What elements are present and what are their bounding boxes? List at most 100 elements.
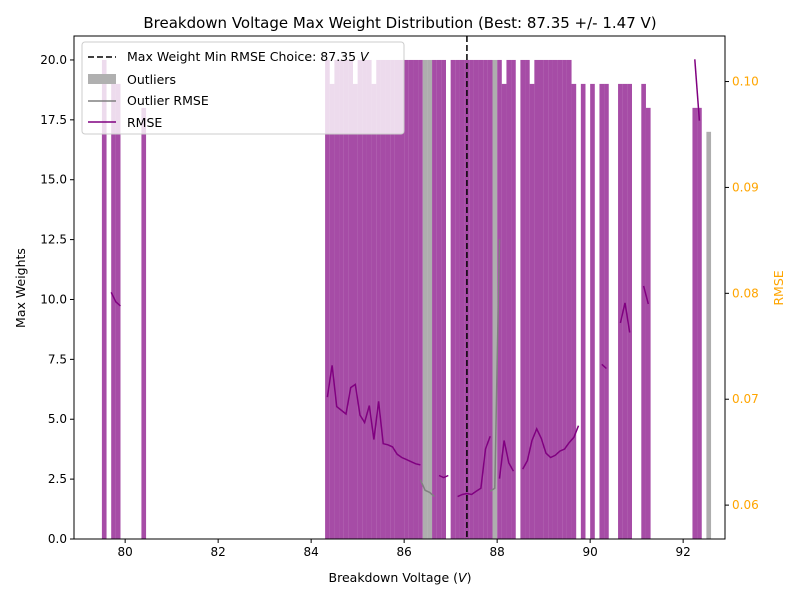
- bar: [339, 59, 344, 539]
- bar: [399, 59, 405, 539]
- y-tick-label: 12.5: [40, 233, 67, 247]
- bar: [557, 59, 563, 539]
- x-tick-label: 86: [397, 545, 412, 559]
- bar: [543, 59, 549, 539]
- bar: [604, 83, 609, 540]
- y2-tick-label: 0.06: [732, 498, 759, 512]
- outlier-bar: [427, 59, 433, 539]
- bar: [618, 83, 623, 540]
- bar: [497, 59, 502, 539]
- bar: [622, 83, 628, 540]
- bar: [641, 83, 646, 540]
- y-tick-label: 15.0: [40, 173, 67, 187]
- y-axis: 0.0 2.5 5.0 7.5 10.0 12.5 15.0 17.5 20.0: [40, 53, 74, 546]
- x-tick-label: 82: [211, 545, 226, 559]
- x-axis-label-var: V: [458, 570, 468, 585]
- bar: [645, 107, 651, 539]
- bar: [366, 59, 372, 539]
- bar: [697, 107, 702, 539]
- x-axis-label: Breakdown Voltage (V): [329, 570, 472, 585]
- legend-label-choice-text: Max Weight Min RMSE Choice: 87.35: [127, 49, 360, 64]
- bar: [534, 59, 539, 539]
- bar: [525, 59, 530, 539]
- bar: [385, 59, 391, 539]
- legend-label-rmse: RMSE: [127, 115, 162, 130]
- rmse-line-segment: [498, 440, 515, 479]
- legend-outliers-swatch: [88, 74, 116, 84]
- bar: [501, 83, 507, 540]
- x-tick-label: 80: [118, 545, 133, 559]
- bar: [334, 59, 340, 539]
- rmse-lines-layer: [110, 59, 701, 498]
- x-tick-label: 92: [676, 545, 691, 559]
- rmse-line-segment: [110, 291, 121, 307]
- y-tick-label: 17.5: [40, 113, 67, 127]
- y-tick-label: 10.0: [40, 292, 67, 306]
- bar: [115, 83, 121, 540]
- bar: [390, 59, 395, 539]
- y-tick-label: 20.0: [40, 53, 67, 67]
- legend-box: [81, 41, 405, 135]
- bar: [450, 59, 456, 539]
- plot-frame: [73, 35, 726, 540]
- y2-axis-label: RMSE: [771, 270, 786, 305]
- bar: [436, 59, 442, 539]
- legend-label-outliers: Outliers: [127, 72, 176, 87]
- legend: Max Weight Min RMSE Choice: 87.35 V Outl…: [81, 41, 405, 135]
- y2-tick-label: 0.09: [732, 180, 759, 194]
- bar: [469, 59, 474, 539]
- bar: [371, 83, 377, 540]
- bar: [571, 83, 577, 540]
- x-axis-label-post: ): [467, 570, 472, 585]
- bar: [357, 59, 363, 539]
- bar: [590, 83, 595, 540]
- rmse-line-segment: [642, 285, 650, 305]
- x-axis: 80 82 84 86 88 90 92: [118, 539, 691, 559]
- legend-label-outlier-rmse: Outlier RMSE: [127, 93, 209, 108]
- bar: [562, 59, 567, 539]
- bar: [548, 59, 553, 539]
- bar: [380, 59, 386, 539]
- bar: [353, 83, 358, 540]
- bar: [408, 59, 414, 539]
- bar: [552, 59, 558, 539]
- rmse-line-segment: [326, 365, 421, 466]
- y-tick-label: 7.5: [48, 352, 67, 366]
- bar: [141, 107, 147, 539]
- outlier-bar: [492, 59, 498, 539]
- y2-tick-label: 0.10: [732, 75, 759, 89]
- rmse-line-segment: [457, 436, 491, 498]
- bar: [455, 59, 460, 539]
- outlier-rmse-line-segment: [489, 239, 501, 492]
- y2-axis: 0.06 0.07 0.08 0.09 0.10: [725, 75, 759, 512]
- bar: [539, 59, 544, 539]
- rmse-line-segment: [522, 425, 580, 470]
- bar: [329, 83, 335, 540]
- bar: [478, 59, 484, 539]
- bar: [506, 59, 512, 539]
- bar: [566, 59, 572, 539]
- bar: [599, 83, 605, 540]
- bar: [487, 59, 493, 539]
- bar: [529, 83, 535, 540]
- x-tick-label: 90: [583, 545, 598, 559]
- rmse-line-segment: [438, 474, 449, 479]
- legend-label-choice-var: V: [360, 49, 370, 64]
- bar: [362, 59, 367, 539]
- outlier-rmse-line-segment: [419, 479, 435, 498]
- legend-label-choice: Max Weight Min RMSE Choice: 87.35 V: [127, 49, 370, 64]
- outlier-rmse-lines-layer: [419, 239, 501, 498]
- y2-tick-label: 0.08: [732, 286, 759, 300]
- rmse-line-segment: [601, 363, 607, 370]
- bar: [413, 59, 419, 539]
- outlier-bars-layer: [422, 59, 712, 540]
- outlier-bar: [706, 131, 712, 540]
- bar: [627, 83, 632, 540]
- bar: [404, 59, 409, 539]
- y-axis-label: Max Weights: [13, 248, 28, 328]
- rmse-line-segment: [694, 59, 701, 121]
- y-tick-label: 0.0: [48, 532, 67, 546]
- y2-tick-label: 0.07: [732, 392, 759, 406]
- bar: [418, 59, 423, 539]
